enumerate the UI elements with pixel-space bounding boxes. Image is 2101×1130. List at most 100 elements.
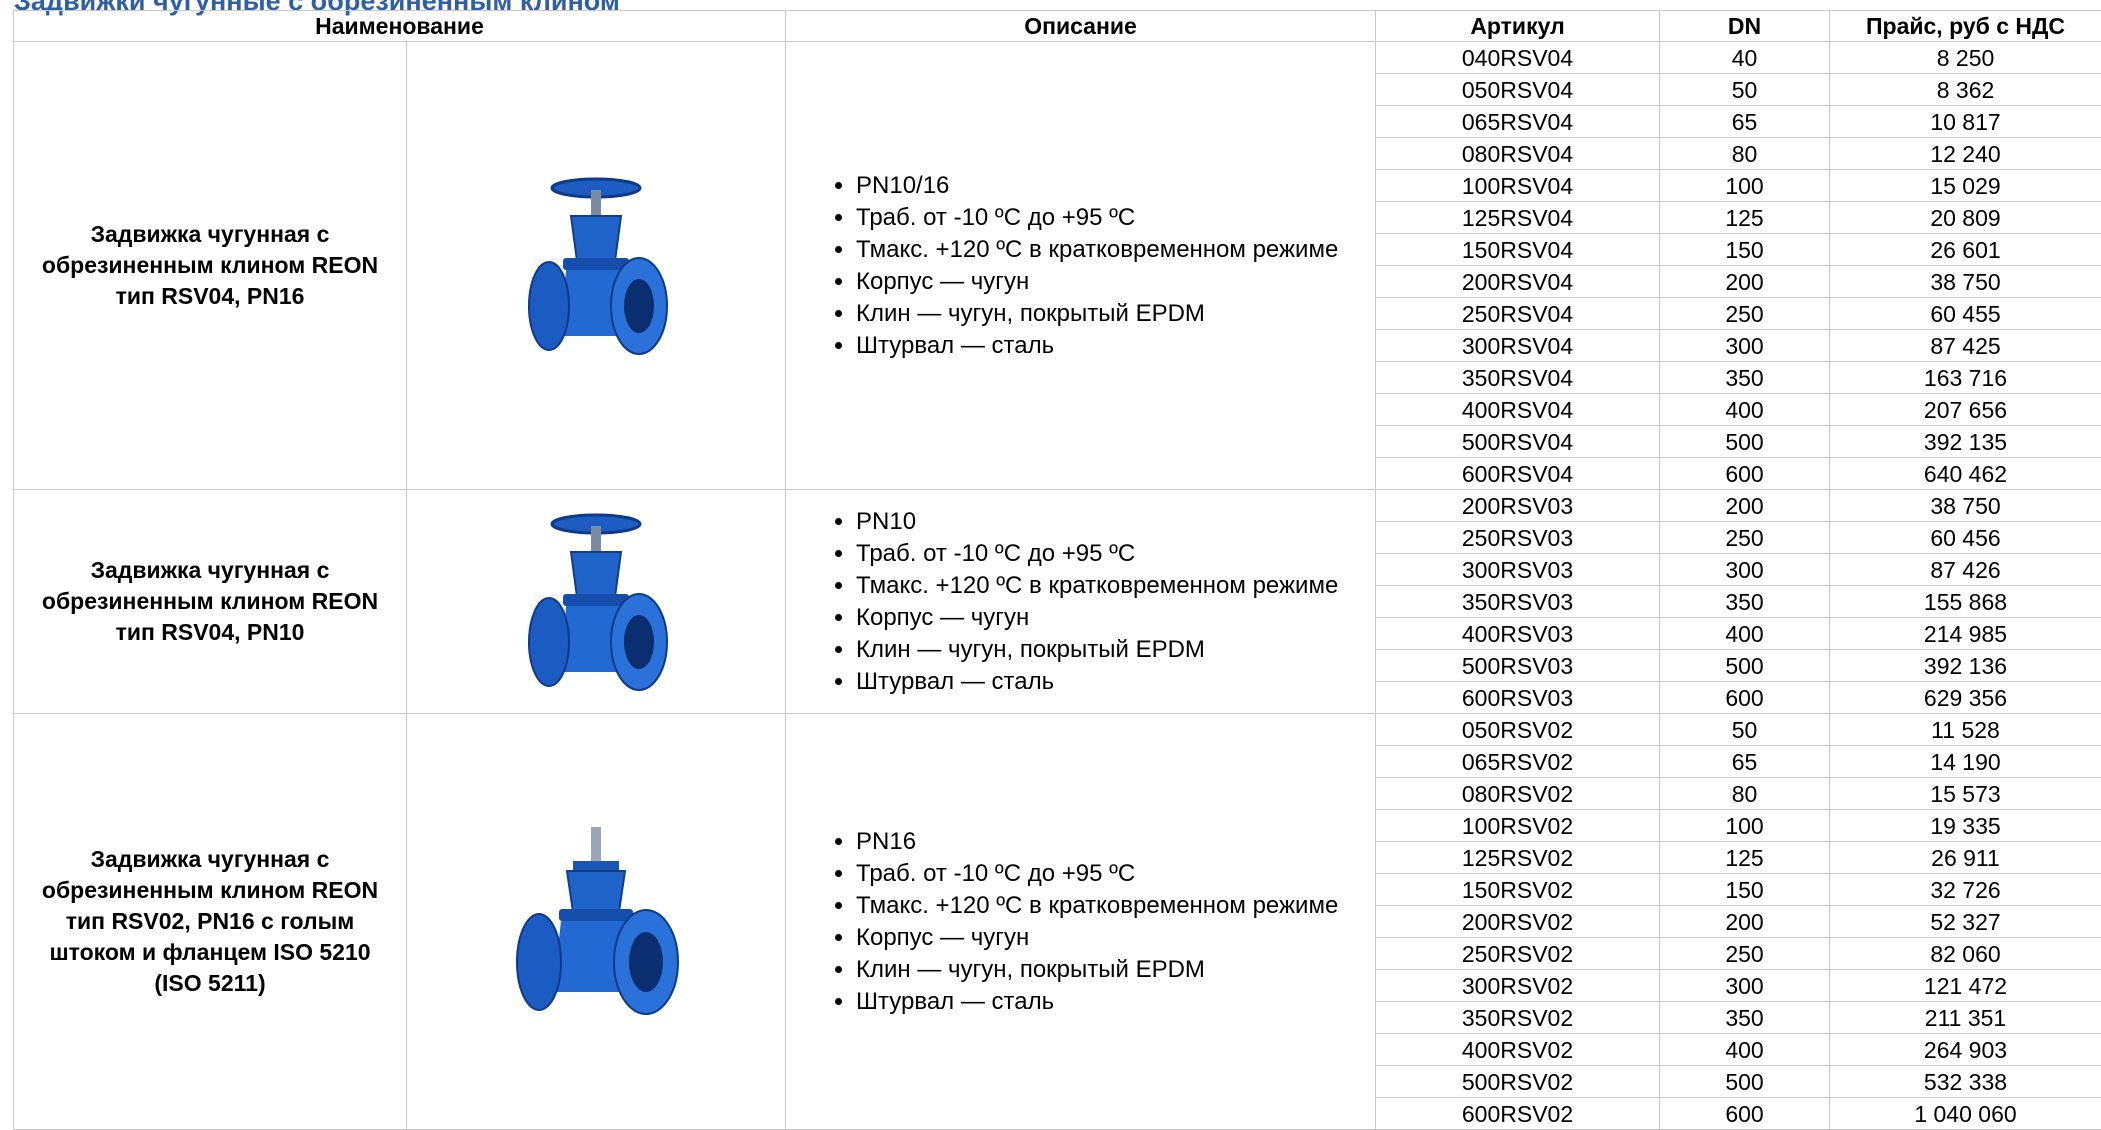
- article: 250RSV04: [1376, 298, 1660, 330]
- description-item: PN10/16: [856, 170, 1375, 202]
- article: 125RSV02: [1376, 842, 1660, 874]
- dn: 500: [1660, 426, 1830, 458]
- dn: 350: [1660, 362, 1830, 394]
- article: 400RSV02: [1376, 1034, 1660, 1066]
- article: 200RSV04: [1376, 266, 1660, 298]
- price: 155 868: [1830, 586, 2101, 618]
- article: 350RSV03: [1376, 586, 1660, 618]
- description-item: PN10: [856, 506, 1375, 538]
- dn: 400: [1660, 1034, 1830, 1066]
- description-item: Штурвал — сталь: [856, 330, 1375, 362]
- dn: 250: [1660, 938, 1830, 970]
- dn: 100: [1660, 170, 1830, 202]
- price: 26 911: [1830, 842, 2101, 874]
- article: 150RSV04: [1376, 234, 1660, 266]
- product-description: PN10/16Траб. от -10 ºС до +95 ºСТмакс. +…: [786, 42, 1376, 490]
- dn: 400: [1660, 618, 1830, 650]
- description-item: Корпус — чугун: [856, 922, 1375, 954]
- price: 38 750: [1830, 490, 2101, 522]
- price: 32 726: [1830, 874, 2101, 906]
- header-row: Наименование Описание Артикул DN Прайс, …: [14, 11, 2101, 42]
- stem: [591, 827, 601, 865]
- dn: 125: [1660, 202, 1830, 234]
- article: 500RSV02: [1376, 1066, 1660, 1098]
- price: 26 601: [1830, 234, 2101, 266]
- dn: 500: [1660, 1066, 1830, 1098]
- bonnet: [567, 871, 625, 912]
- article: 500RSV03: [1376, 650, 1660, 682]
- price: 87 425: [1830, 330, 2101, 362]
- article: 600RSV04: [1376, 458, 1660, 490]
- article: 400RSV03: [1376, 618, 1660, 650]
- description-item: Траб. от -10 ºС до +95 ºС: [856, 858, 1375, 890]
- article: 200RSV02: [1376, 906, 1660, 938]
- price: 19 335: [1830, 810, 2101, 842]
- column-header: Описание: [786, 11, 1376, 42]
- dn: 500: [1660, 650, 1830, 682]
- dn: 200: [1660, 490, 1830, 522]
- dn: 250: [1660, 522, 1830, 554]
- article: 300RSV02: [1376, 970, 1660, 1002]
- article: 600RSV03: [1376, 682, 1660, 714]
- flange-left: [517, 914, 561, 1010]
- product-name: Задвижка чугунная с обрезиненным клином …: [14, 714, 407, 1130]
- dn: 100: [1660, 810, 1830, 842]
- description-list: PN16Траб. от -10 ºС до +95 ºСТмакс. +120…: [786, 826, 1375, 1018]
- dn: 150: [1660, 234, 1830, 266]
- price: 8 362: [1830, 74, 2101, 106]
- table-body: Задвижка чугунная с обрезиненным клином …: [14, 42, 2101, 1130]
- price: 392 135: [1830, 426, 2101, 458]
- table-row: Задвижка чугунная с обрезиненным клином …: [14, 490, 2101, 522]
- valve-image: [511, 502, 681, 702]
- article: 600RSV02: [1376, 1098, 1660, 1130]
- bore: [624, 279, 654, 333]
- price: 207 656: [1830, 394, 2101, 426]
- article: 250RSV03: [1376, 522, 1660, 554]
- description-item: Тмакс. +120 ºС в кратковременном режиме: [856, 570, 1375, 602]
- flange-left: [529, 262, 569, 350]
- article: 125RSV04: [1376, 202, 1660, 234]
- column-header: Артикул: [1376, 11, 1660, 42]
- description-item: Штурвал — сталь: [856, 986, 1375, 1018]
- article: 500RSV04: [1376, 426, 1660, 458]
- description-item: Корпус — чугун: [856, 602, 1375, 634]
- dn: 300: [1660, 970, 1830, 1002]
- price: 629 356: [1830, 682, 2101, 714]
- bonnet-flange: [563, 594, 629, 606]
- dn: 50: [1660, 74, 1830, 106]
- description-list: PN10/16Траб. от -10 ºС до +95 ºСТмакс. +…: [786, 170, 1375, 362]
- product-image-cell: [407, 42, 786, 490]
- dn: 80: [1660, 138, 1830, 170]
- bonnet-flange: [563, 258, 629, 270]
- article: 300RSV04: [1376, 330, 1660, 362]
- price: 121 472: [1830, 970, 2101, 1002]
- price: 82 060: [1830, 938, 2101, 970]
- bonnet-flange: [559, 909, 633, 921]
- description-item: PN16: [856, 826, 1375, 858]
- price: 15 573: [1830, 778, 2101, 810]
- dn: 80: [1660, 778, 1830, 810]
- product-image-cell: [407, 714, 786, 1130]
- description-item: Тмакс. +120 ºС в кратковременном режиме: [856, 890, 1375, 922]
- dn: 150: [1660, 874, 1830, 906]
- dn: 600: [1660, 682, 1830, 714]
- column-header: Наименование: [14, 11, 786, 42]
- description-list: PN10Траб. от -10 ºС до +95 ºСТмакс. +120…: [786, 506, 1375, 698]
- price: 87 426: [1830, 554, 2101, 586]
- valve-image: [511, 166, 681, 366]
- dn: 200: [1660, 266, 1830, 298]
- article: 065RSV04: [1376, 106, 1660, 138]
- table-header: Наименование Описание Артикул DN Прайс, …: [14, 11, 2101, 42]
- article: 300RSV03: [1376, 554, 1660, 586]
- product-description: PN10Траб. от -10 ºС до +95 ºСТмакс. +120…: [786, 490, 1376, 714]
- dn: 40: [1660, 42, 1830, 74]
- dn: 200: [1660, 906, 1830, 938]
- dn: 65: [1660, 106, 1830, 138]
- article: 050RSV04: [1376, 74, 1660, 106]
- article: 080RSV02: [1376, 778, 1660, 810]
- dn: 300: [1660, 330, 1830, 362]
- dn: 350: [1660, 1002, 1830, 1034]
- article: 250RSV02: [1376, 938, 1660, 970]
- price: 15 029: [1830, 170, 2101, 202]
